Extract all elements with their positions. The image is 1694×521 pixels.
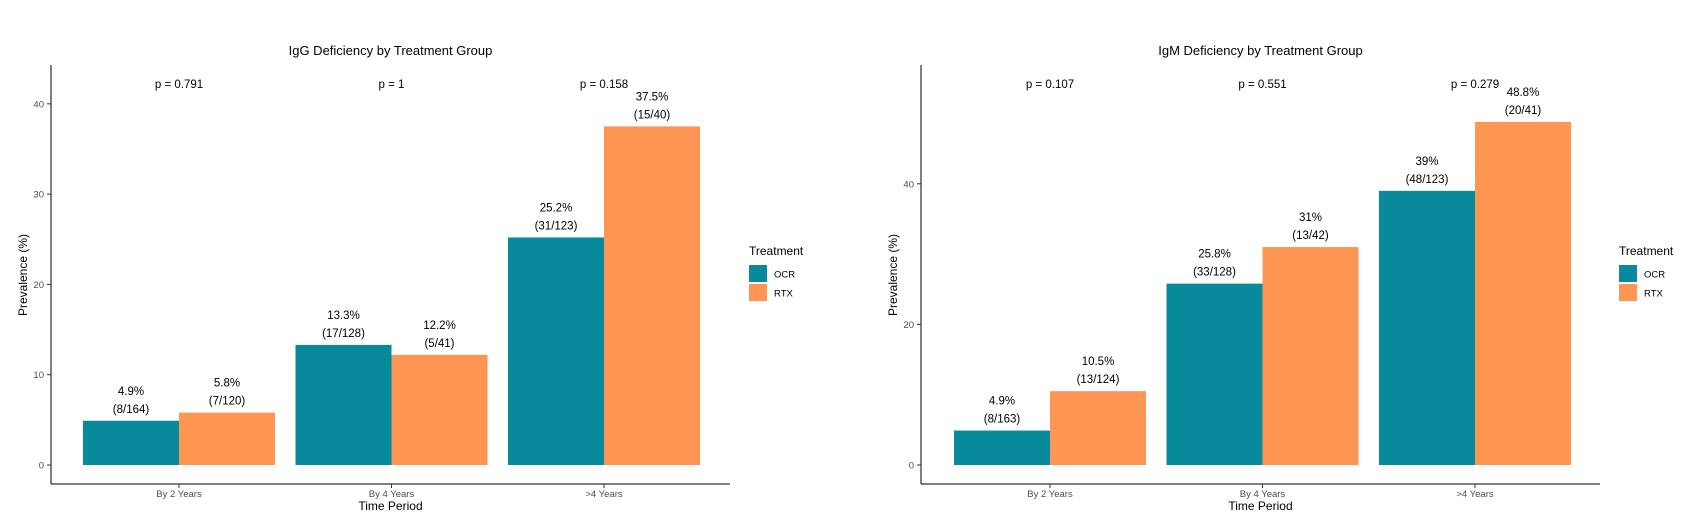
panel1-data-label: (15/40) xyxy=(634,109,671,121)
panel2: IgM Deficiency by Treatment Group 0 20 40 Pr… xyxy=(886,43,1674,513)
panel2-x-tick-label: >4 Years xyxy=(1456,489,1493,500)
panel1-legend-key-rtx xyxy=(749,284,767,301)
panel2-bar-ocr xyxy=(1166,283,1263,465)
panel2-data-label: (48/123) xyxy=(1406,174,1449,186)
panel1-p-value: p = 1 xyxy=(379,79,405,91)
panel1-bar-rtx xyxy=(604,126,700,466)
panel1-data-label: 13.3% xyxy=(327,310,360,322)
panel2-p-value: p = 0.551 xyxy=(1238,79,1286,91)
panel2-y-tick-label: 20 xyxy=(903,320,914,331)
panel2-title: IgM Deficiency by Treatment Group xyxy=(1158,43,1362,58)
panel1-bar-ocr xyxy=(83,420,179,465)
panel2-legend-label: OCR xyxy=(1644,270,1665,281)
panel2-bar-ocr xyxy=(1379,190,1475,466)
panel2-data-label: (13/42) xyxy=(1292,230,1329,242)
panel2-p-value: p = 0.107 xyxy=(1026,79,1074,91)
panel2-legend-key-rtx xyxy=(1619,284,1637,301)
panel1-data-label: 25.2% xyxy=(540,202,573,214)
panel2-x-axis-label: Time Period xyxy=(1228,499,1292,513)
panel2-data-label: (8/163) xyxy=(984,414,1021,426)
panel2-data-label: (20/41) xyxy=(1505,105,1542,117)
panel1-y-tick-label: 30 xyxy=(33,190,44,201)
panel1-legend-label: RTX xyxy=(774,289,793,300)
panel2-data-label: 4.9% xyxy=(989,396,1015,408)
panel1-bar-ocr xyxy=(295,344,392,465)
panel2-data-label: 39% xyxy=(1415,156,1438,168)
panel2-y-axis-label: Prevalence (%) xyxy=(886,234,900,316)
panel1: IgG Deficiency by Treatment Group 0 10 20 30… xyxy=(16,43,804,513)
panel2-legend-title: Treatment xyxy=(1619,244,1674,258)
panel1-p-value: p = 0.158 xyxy=(580,79,628,91)
panel1-y-axis-label: Prevalence (%) xyxy=(16,234,30,316)
panel1-legend: Treatment OCR RTX xyxy=(749,244,804,301)
panel1-bar-rtx xyxy=(391,354,488,465)
panel1-y-tick-label: 10 xyxy=(33,370,44,381)
panel1-legend-title: Treatment xyxy=(749,244,804,258)
panel2-y-tick-label: 40 xyxy=(903,179,914,190)
panel1-bar-ocr xyxy=(508,237,604,465)
panel2-y-tick-label: 0 xyxy=(909,461,914,472)
panel2-legend-label: RTX xyxy=(1644,289,1663,300)
panel1-x-tick-label: By 4 Years xyxy=(369,489,415,500)
panel1-data-label: (31/123) xyxy=(535,220,578,232)
panel1-y-tick-label: 0 xyxy=(39,461,44,472)
panel1-x-tick-label: >4 Years xyxy=(585,489,622,500)
panel2-bar-rtx xyxy=(1050,391,1146,465)
panel2-bar-rtx xyxy=(1262,247,1359,465)
panel2-data-label: 10.5% xyxy=(1082,356,1115,368)
panel2-bar-rtx xyxy=(1475,121,1571,465)
panel1-data-label: 37.5% xyxy=(636,91,669,103)
panel1-y-tick-label: 40 xyxy=(33,99,44,110)
panel1-data-label: (5/41) xyxy=(424,338,454,350)
panel2-p-value: p = 0.279 xyxy=(1451,79,1499,91)
panel1-data-label: 5.8% xyxy=(214,378,240,390)
panel1-data-label: 12.2% xyxy=(423,320,456,332)
panel1-y-tick-label: 20 xyxy=(33,280,44,291)
panel2-x-tick-label: By 4 Years xyxy=(1240,489,1286,500)
panel1-x-axis-label: Time Period xyxy=(358,499,422,513)
panel1-data-label: (17/128) xyxy=(322,328,365,340)
panel1-legend-label: OCR xyxy=(774,270,795,281)
panel2-data-label: 31% xyxy=(1299,212,1322,224)
panel2-legend-key-ocr xyxy=(1619,265,1637,282)
panel1-bar-rtx xyxy=(179,412,275,465)
panel2-data-label: 25.8% xyxy=(1198,249,1231,261)
panel2-bar-ocr xyxy=(954,430,1050,465)
panel1-data-label: (7/120) xyxy=(209,396,246,408)
panel1-data-label: (8/164) xyxy=(113,404,150,416)
panel1-p-value: p = 0.791 xyxy=(155,79,203,91)
panel2-data-label: (33/128) xyxy=(1193,267,1236,279)
panel1-data-label: 4.9% xyxy=(118,386,144,398)
panel1-x-tick-label: By 2 Years xyxy=(156,489,202,500)
panel2-data-label: (13/124) xyxy=(1077,374,1120,386)
panel1-title: IgG Deficiency by Treatment Group xyxy=(289,43,493,58)
panel2-legend: Treatment OCR RTX xyxy=(1619,244,1674,301)
panel1-legend-key-ocr xyxy=(749,265,767,282)
panel2-x-tick-label: By 2 Years xyxy=(1027,489,1073,500)
panel2-data-label: 48.8% xyxy=(1507,87,1540,99)
